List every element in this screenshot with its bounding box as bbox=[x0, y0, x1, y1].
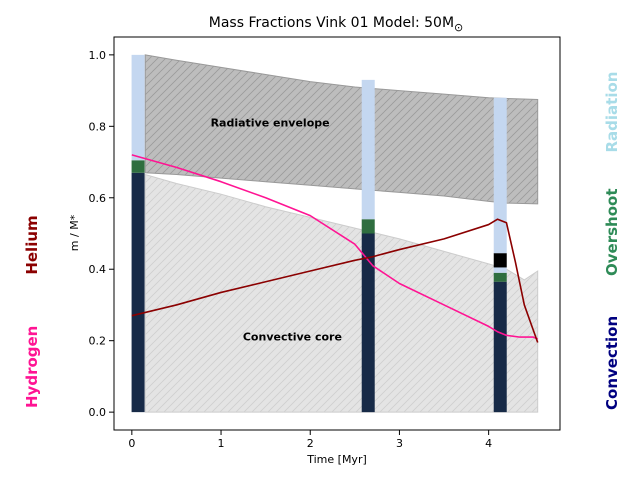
x-tick-label: 2 bbox=[307, 437, 314, 450]
x-tick-label: 3 bbox=[396, 437, 403, 450]
profile-bar-0-convection bbox=[131, 172, 145, 413]
radiative-envelope-hatch bbox=[145, 54, 538, 204]
legend-overshoot: Overshoot bbox=[603, 188, 621, 277]
y-tick-label: 0.8 bbox=[89, 120, 107, 133]
radiative-envelope-label: Radiative envelope bbox=[211, 116, 330, 129]
profile-bar-2-overshoot bbox=[493, 272, 507, 282]
y-tick-label: 0.0 bbox=[89, 406, 107, 419]
legend-convection: Convection bbox=[603, 315, 621, 410]
legend-helium: Helium bbox=[23, 215, 41, 275]
profile-bar-2-radiation bbox=[493, 97, 507, 254]
x-tick-label: 0 bbox=[128, 437, 135, 450]
profile-bar-1-overshoot bbox=[361, 219, 375, 234]
profile-bar-0-radiation bbox=[131, 54, 145, 161]
sun-symbol: ⊙ bbox=[454, 21, 463, 34]
x-axis-label: Time [Myr] bbox=[306, 453, 367, 466]
profile-bar-1-radiation bbox=[361, 79, 375, 220]
legend-radiation: Radiation bbox=[603, 71, 621, 153]
x-tick-label: 4 bbox=[485, 437, 492, 450]
profile-bar-2-black bbox=[493, 253, 507, 268]
y-axis-label: m / M* bbox=[68, 214, 81, 251]
convective-core-hatch bbox=[145, 174, 538, 413]
profile-bar-2-convection bbox=[493, 281, 507, 413]
y-tick-label: 0.2 bbox=[89, 335, 107, 348]
chart-title-text: Mass Fractions Vink 01 Model: 50M bbox=[209, 15, 454, 31]
hydrogen-line bbox=[131, 154, 538, 340]
profile-bar-1-convection bbox=[361, 233, 375, 413]
plot-frame bbox=[113, 36, 561, 431]
y-tick-label: 0.4 bbox=[89, 263, 107, 276]
helium-line bbox=[131, 218, 539, 343]
profile-bar-0-overshoot bbox=[131, 160, 145, 173]
chart-title: Mass Fractions Vink 01 Model: 50M⊙ bbox=[209, 15, 464, 34]
convective-core-label: Convective core bbox=[243, 331, 342, 344]
profile-bar-2-radiation bbox=[493, 267, 507, 273]
legend-hydrogen: Hydrogen bbox=[23, 325, 41, 408]
y-tick-label: 1.0 bbox=[89, 49, 107, 62]
x-tick-label: 1 bbox=[218, 437, 225, 450]
y-tick-label: 0.6 bbox=[89, 192, 107, 205]
